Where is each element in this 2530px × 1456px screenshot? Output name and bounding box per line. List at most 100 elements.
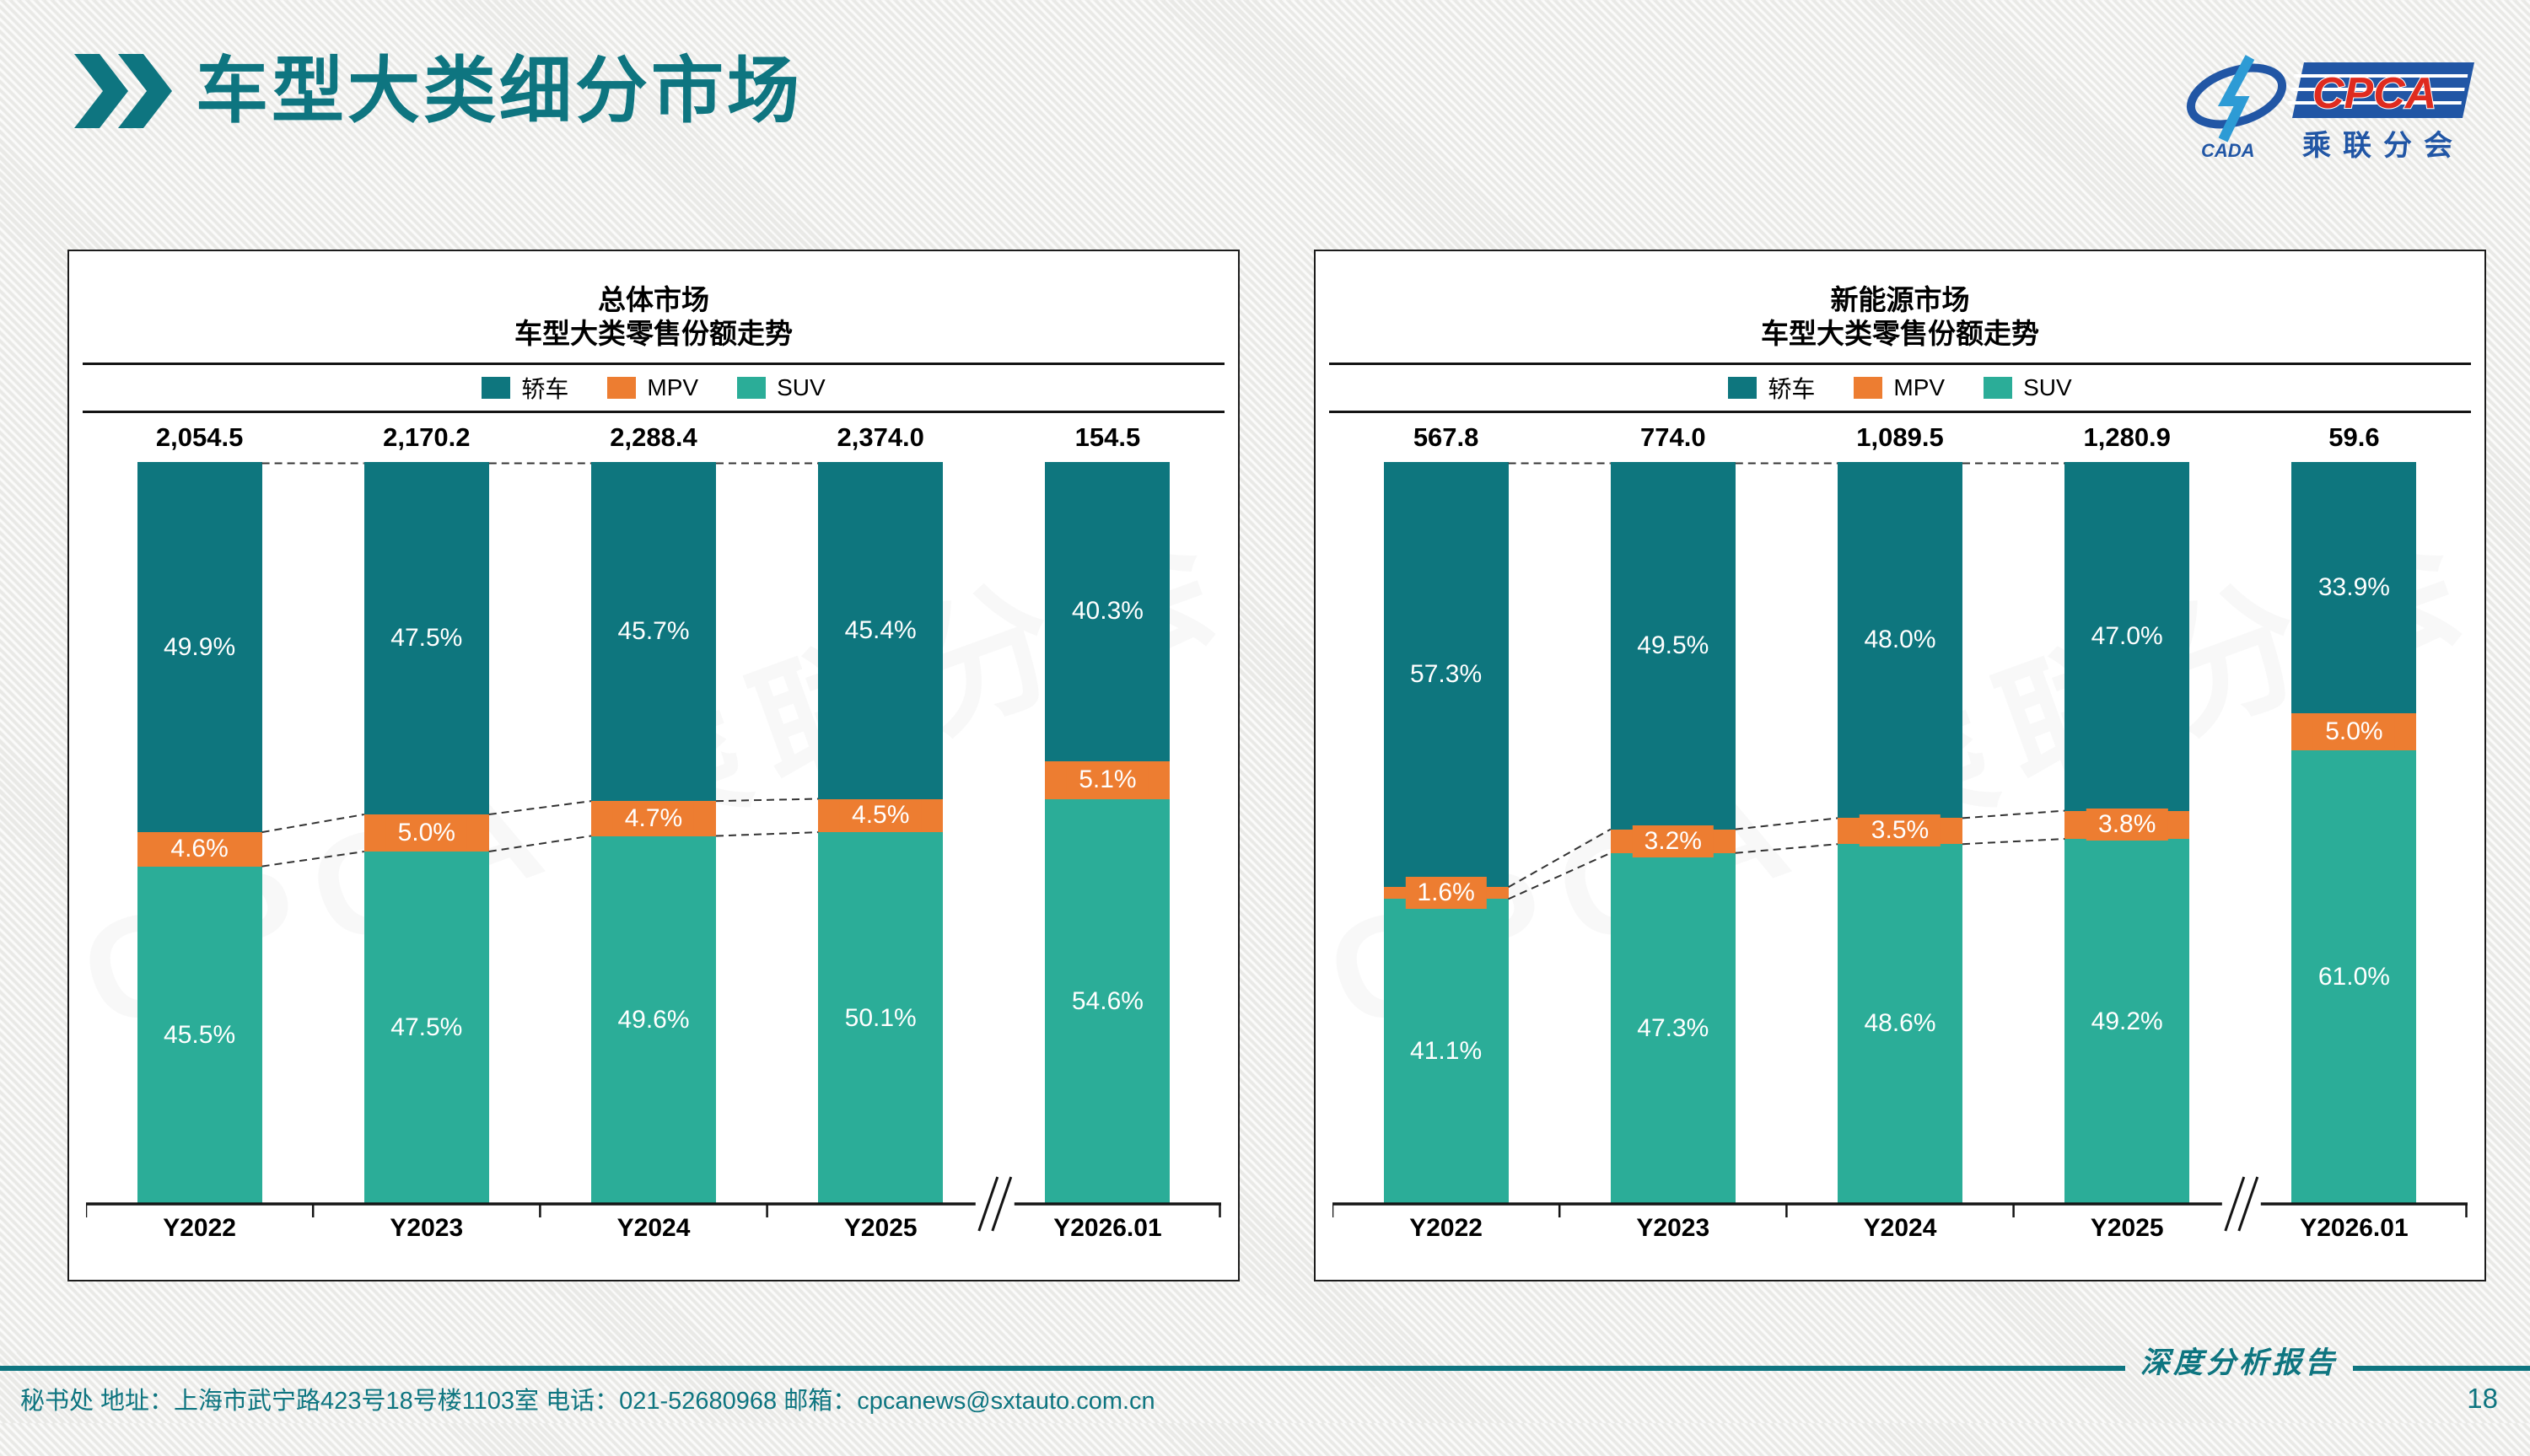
bar-Y2023: 47.5% 5.0% 47.5% [363,462,489,1204]
legend-swatch-sedan [482,377,511,399]
bar-segment-sedan: 57.3% [1383,462,1509,888]
bar-Y2022: 57.3% 1.6% 41.1% [1383,462,1509,1204]
chart-title: 总体市场 [598,284,709,315]
total-value: 1,089.5 [1856,422,1944,452]
chart-title-block: 新能源市场 车型大类零售份额走势 [1316,251,2484,351]
bar-segment-label: 3.8% [2086,809,2168,841]
bar-segment-mpv: 1.6% [1383,877,1509,910]
category-label: Y2024 [616,1214,691,1242]
footer-divider [0,1366,2125,1371]
bar-segment-label: 50.1% [844,1003,917,1032]
legend-label: MPV [1893,374,1946,400]
totals-row: 2,054.5 2,170.2 2,288.4 2,374.0 154.5 [86,413,1221,462]
bar-column: 48.0% 3.5% 48.6% [1786,462,2013,1204]
divider [83,363,1225,365]
page-number: 18 [2467,1383,2498,1414]
bar-segment-label: 45.4% [844,615,917,644]
bar-segment-label: 5.0% [2313,716,2395,749]
report-label: 深度分析报告 [2140,1346,2338,1379]
bars: 49.9% 4.6% 45.5% 47.5% 5.0% 47.5% 45.7% 4.7% 49.… [86,462,1221,1204]
bar-segment-label: 47.3% [1637,1013,1709,1042]
bar-segment-suv: 50.1% [818,832,944,1204]
legend-label: 轿车 [1768,376,1816,402]
bar-segment-suv: 47.3% [1610,852,1736,1204]
logo-cada-text: CADA [2201,140,2255,161]
bar-segment-sedan: 47.5% [363,462,489,814]
bar-column: 49.5% 3.2% 47.3% [1559,462,1786,1204]
logo-cpca-text: CPCA [2312,69,2436,118]
bar-segment-label: 4.7% [612,802,695,835]
legend-swatch-suv [737,377,767,399]
bar-column: 33.9% 5.0% 61.0% [2241,462,2468,1204]
bar-segment-label: 47.5% [390,1013,463,1041]
chevron-icon [74,54,172,128]
bar-segment-suv: 47.5% [363,852,489,1204]
legend-label: SUV [777,374,826,400]
bar-segment-label: 61.0% [2317,962,2390,991]
legend-swatch-suv [1984,377,2013,399]
totals-row: 567.8 774.0 1,089.5 1,280.9 59.6 [1332,413,2468,462]
bars: 57.3% 1.6% 41.1% 49.5% 3.2% 47.3% 48.0% 3.5% 48.… [1332,462,2468,1204]
bar-segment-label: 33.9% [2317,573,2390,602]
bar-segment-mpv: 5.0% [363,814,489,852]
bar-Y2025: 47.0% 3.8% 49.2% [2064,462,2190,1204]
bar-segment-suv: 49.2% [2064,839,2190,1204]
divider [1329,363,2471,365]
footer-divider-right [2353,1366,2530,1371]
logo-swirl-icon [2186,55,2287,142]
bar-segment-suv: 49.6% [591,835,716,1204]
bar-segment-label: 5.1% [1067,764,1149,797]
bar-segment-suv: 48.6% [1838,843,1962,1204]
bar-segment-sedan: 45.7% [591,462,716,802]
bar-segment-sedan: 45.4% [818,462,944,799]
bar-segment-sedan: 40.3% [1045,462,1171,761]
bar-segment-label: 49.6% [617,1005,690,1034]
total-value: 1,280.9 [2083,422,2171,452]
legend: 轿车 MPV SUV [1316,365,2484,411]
bar-segment-label: 49.9% [164,632,236,661]
bar-segment-label: 47.5% [390,624,463,652]
chart-subtitle: 车型大类零售份额走势 [1761,318,2039,349]
bar-segment-label: 47.0% [2091,621,2163,650]
bar-Y2025: 45.4% 4.5% 50.1% [818,462,944,1204]
page-title: 车型大类细分市场 [196,51,803,132]
bar-segment-label: 45.5% [164,1020,236,1049]
bar-segment-mpv: 3.8% [2064,809,2190,841]
bar-column: 47.0% 3.8% 49.2% [2014,462,2241,1204]
total-value: 2,374.0 [837,422,924,452]
total-value: 2,170.2 [383,422,471,452]
bar-segment-label: 3.2% [1632,825,1714,857]
bar-segment-sedan: 49.5% [1610,462,1736,830]
category-label: Y2023 [1636,1214,1710,1242]
legend-item-suv: SUV [737,374,826,401]
plot-area: 57.3% 1.6% 41.1% 49.5% 3.2% 47.3% 48.0% 3.5% 48.… [1332,462,2468,1232]
bar-segment-sedan: 48.0% [1838,462,1962,818]
bar-column: 49.9% 4.6% 45.5% [86,462,313,1204]
bar-Y2026.01: 40.3% 5.1% 54.6% [1045,462,1171,1204]
bar-segment-sedan: 49.9% [137,462,262,833]
bar-column: 45.4% 4.5% 50.1% [767,462,994,1204]
legend-item-sedan: 轿车 [482,371,568,405]
bar-segment-mpv: 4.7% [591,801,716,836]
divider [1329,411,2471,413]
bar-segment-label: 41.1% [1410,1037,1483,1066]
bar-segment-label: 57.3% [1410,660,1483,689]
legend-swatch-mpv [1854,377,1883,399]
total-value: 567.8 [1413,422,1479,452]
bar-segment-label: 3.5% [1859,814,1941,847]
total-value: 59.6 [2328,422,2380,452]
footer-contact: 秘书处 地址：上海市武宁路423号18号楼1103室 电话：021-526809… [20,1388,1155,1415]
total-value: 2,288.4 [610,422,697,452]
bar-Y2024: 45.7% 4.7% 49.6% [591,462,716,1204]
bar-segment-mpv: 3.5% [1838,814,1962,847]
category-label: Y2022 [1409,1214,1483,1242]
total-value: 2,054.5 [155,422,244,452]
bar-Y2023: 49.5% 3.2% 47.3% [1610,462,1736,1204]
category-label: Y2025 [2090,1214,2164,1242]
page-background: 车型大类细分市场 CADA CPCA 乘联分会 CPCA 乘联分会 总体市场 车… [0,51,2530,1415]
bar-segment-label: 49.2% [2091,1007,2163,1035]
bar-Y2026.01: 33.9% 5.0% 61.0% [2291,462,2417,1204]
bar-Y2024: 48.0% 3.5% 48.6% [1838,462,1962,1204]
legend-label: SUV [2023,374,2072,400]
